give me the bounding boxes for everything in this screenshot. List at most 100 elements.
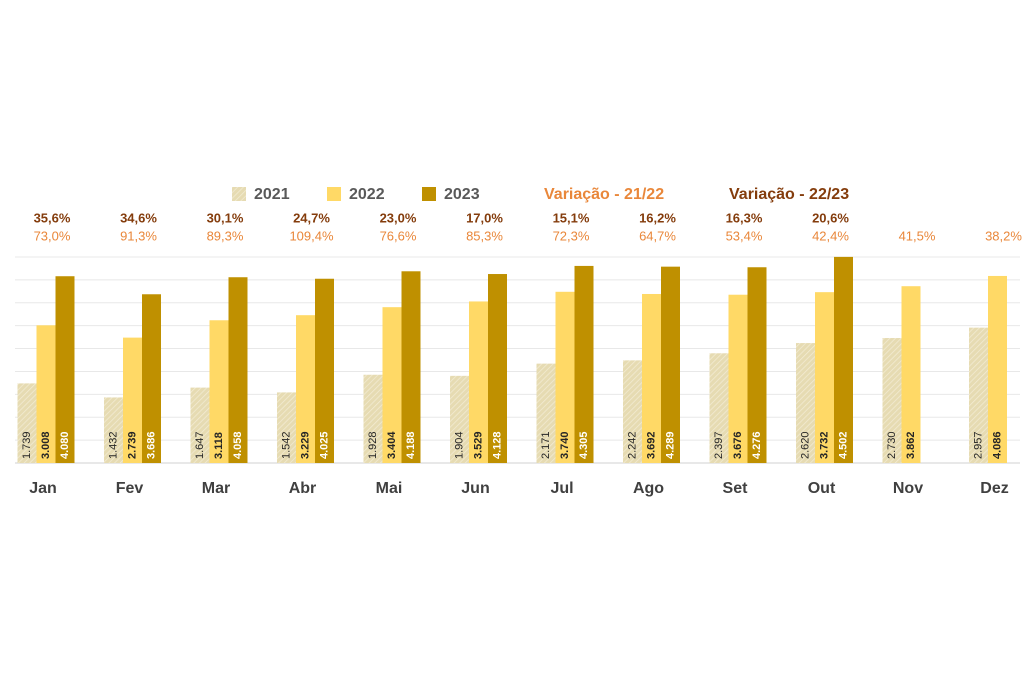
bar (277, 392, 296, 463)
bar (315, 278, 334, 463)
data-label: 3.692 (645, 431, 657, 459)
bar (882, 338, 902, 463)
bar (623, 360, 642, 463)
legend-label: 2023 (444, 186, 480, 203)
x-tick-label: Out (808, 480, 836, 497)
data-label: 4.289 (664, 431, 676, 459)
data-label: 4.128 (491, 431, 503, 459)
data-label: 4.276 (751, 431, 763, 459)
data-label: 1.904 (453, 431, 465, 459)
bar (104, 397, 123, 463)
variation-label: 17,0% (466, 210, 503, 225)
variation-label: 53,4% (726, 228, 763, 243)
bar (834, 256, 853, 463)
data-label: 4.305 (578, 431, 590, 459)
data-label: 3.732 (818, 431, 830, 459)
bar (36, 325, 56, 463)
bar (17, 383, 37, 463)
bar (363, 374, 383, 463)
legend-label: 2022 (349, 186, 385, 203)
x-tick-label: Abr (289, 480, 317, 497)
x-tick-label: Mai (376, 480, 403, 497)
variation-label: 38,2% (985, 228, 1022, 243)
variation-label: 35,6% (34, 210, 71, 225)
data-label: 2.957 (972, 431, 984, 459)
x-tick-label: Fev (116, 480, 144, 497)
bar (123, 337, 142, 463)
bar (296, 315, 315, 463)
data-label: 4.025 (318, 431, 330, 459)
data-label: 1.739 (21, 431, 33, 459)
bar (536, 363, 556, 463)
data-label: 3.529 (472, 431, 484, 459)
data-label: 2.730 (886, 431, 898, 459)
data-label: 4.188 (405, 431, 417, 459)
variation-label: 16,3% (726, 210, 763, 225)
bar (142, 294, 161, 463)
x-tick-label: Set (723, 480, 749, 497)
x-tick-label: Dez (980, 480, 1008, 497)
bar (747, 267, 767, 463)
x-tick-label: Ago (633, 480, 664, 497)
bar (815, 292, 834, 463)
legend-label: 2021 (254, 186, 290, 203)
legend-swatch (327, 187, 341, 201)
bar (382, 307, 402, 463)
x-tick-label: Mar (202, 480, 230, 497)
data-label: 1.928 (367, 431, 379, 459)
variation-label: 24,7% (293, 210, 330, 225)
data-label: 1.432 (107, 431, 119, 459)
bar (55, 276, 75, 463)
data-label: 3.686 (145, 431, 157, 459)
variation-label: 42,4% (812, 228, 849, 243)
data-label: 4.058 (232, 431, 244, 459)
data-label: 1.542 (280, 431, 292, 459)
variation-label: 109,4% (289, 228, 334, 243)
variation-label: 20,6% (812, 210, 849, 225)
legend-swatch (422, 187, 436, 201)
data-label: 4.080 (59, 431, 71, 459)
variation-label: 76,6% (380, 228, 417, 243)
variation-label: 34,6% (120, 210, 157, 225)
data-label: 2.171 (540, 431, 552, 459)
data-label: 1.647 (194, 431, 206, 459)
bar (988, 275, 1007, 463)
x-tick-label: Jan (29, 480, 57, 497)
variation-label: 15,1% (553, 210, 590, 225)
x-tick-label: Jul (550, 480, 573, 497)
bar (969, 327, 988, 463)
variation-label: 72,3% (553, 228, 590, 243)
data-label: 2.397 (713, 431, 725, 459)
bar (190, 387, 210, 463)
variation-label: 23,0% (380, 210, 417, 225)
data-label: 3.862 (905, 431, 917, 459)
data-label: 3.118 (213, 432, 225, 459)
bar (228, 277, 248, 463)
data-label: 3.008 (40, 431, 52, 459)
bar (450, 375, 469, 463)
x-tick-label: Nov (893, 480, 923, 497)
data-label: 3.404 (386, 431, 398, 459)
bar (555, 291, 575, 463)
bar (661, 266, 680, 463)
bar (796, 343, 815, 463)
data-label: 2.242 (626, 431, 638, 459)
data-label: 3.740 (559, 431, 571, 459)
variation-label: 41,5% (899, 228, 936, 243)
data-label: 4.502 (837, 431, 849, 459)
bar (469, 301, 488, 463)
bar (642, 293, 661, 463)
bar (728, 294, 748, 463)
variation-label: 30,1% (207, 210, 244, 225)
data-label: 3.676 (732, 431, 744, 459)
bar (901, 286, 921, 463)
variation-label: 16,2% (639, 210, 676, 225)
bar (709, 353, 729, 463)
legend-label: Variação - 22/23 (729, 186, 849, 203)
x-tick-label: Jun (461, 480, 489, 497)
data-label: 3.229 (299, 431, 311, 459)
data-label: 2.620 (799, 431, 811, 459)
variation-label: 91,3% (120, 228, 157, 243)
legend-swatch (232, 187, 246, 201)
